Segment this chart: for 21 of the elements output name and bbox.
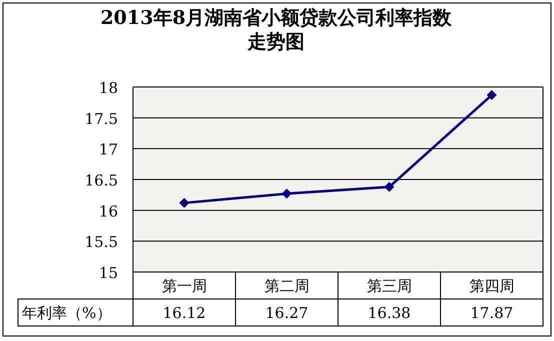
y-tick-label: 18 [98, 79, 118, 97]
y-tick-label: 16 [98, 202, 118, 220]
data-label: 16.38 [368, 304, 411, 322]
y-tick-label: 16.5 [84, 172, 118, 190]
chart-title: 2013年8月湖南省小额贷款公司利率指数走势图 [99, 6, 453, 54]
data-label: 16.12 [162, 304, 206, 322]
x-tick-label: 第四周 [469, 277, 514, 295]
y-tick-label: 15 [98, 264, 118, 282]
x-tick-label: 第一周 [162, 277, 207, 295]
y-tick-label: 17 [98, 140, 118, 159]
x-tick-label: 第二周 [264, 277, 310, 295]
y-tick-label: 15.5 [84, 233, 118, 252]
data-label: 17.87 [470, 304, 514, 322]
point [282, 188, 292, 199]
point [179, 198, 190, 208]
text: 年利率（%） [22, 304, 112, 322]
point [486, 90, 497, 100]
x-tick-label: 第三周 [366, 277, 412, 295]
point [384, 182, 394, 192]
data-label: 16.27 [265, 304, 308, 322]
y-tick-label: 17.5 [84, 110, 118, 128]
